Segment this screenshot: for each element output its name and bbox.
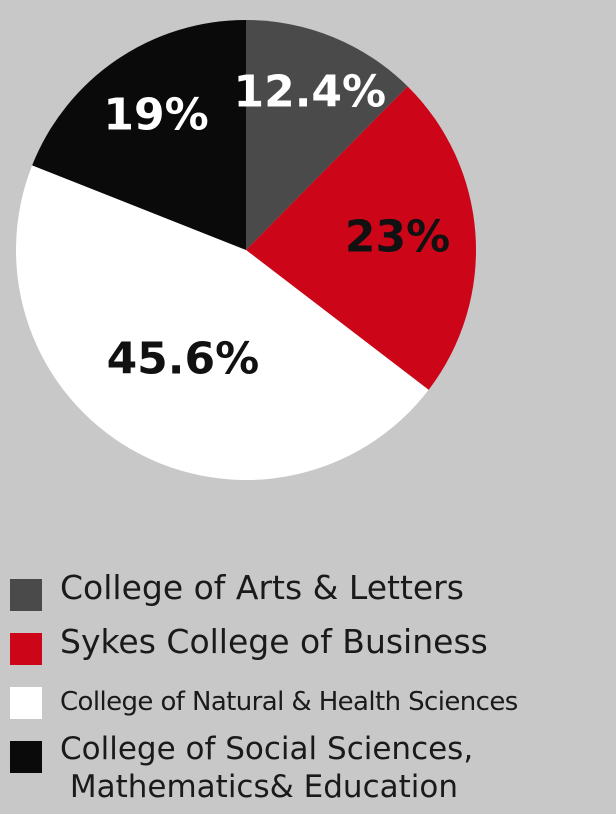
legend: College of Arts & Letters Sykes College …: [8, 568, 612, 805]
legend-label-social-sciences: College of Social Sciences, Mathematics&…: [60, 731, 474, 805]
pie-slice-social-sciences: [32, 20, 247, 250]
pie-slice-natural-health: [15, 165, 429, 481]
legend-swatch-social-sciences: [10, 741, 42, 773]
pie-data-labels: 12.4% 23% 45.6% 19%: [103, 67, 450, 385]
legend-label-arts-letters: College of Arts & Letters: [60, 568, 464, 607]
legend-item-arts-letters: College of Arts & Letters: [8, 568, 612, 622]
data-label-arts-letters: 12.4%: [233, 67, 386, 118]
legend-swatch-business: [10, 633, 42, 665]
legend-swatch-natural-health: [10, 687, 42, 719]
legend-item-business: Sykes College of Business: [8, 622, 612, 676]
pie-slices: [15, 20, 476, 481]
pie-chart: 12.4% 23% 45.6% 19%: [15, 20, 476, 481]
data-label-social-sciences: 19%: [103, 90, 208, 141]
pie-slice-arts-letters: [246, 20, 408, 250]
pie-slice-business: [246, 86, 476, 390]
legend-label-natural-health: College of Natural & Health Sciences: [60, 687, 518, 717]
legend-label-business: Sykes College of Business: [60, 622, 488, 661]
data-label-business: 23%: [345, 212, 450, 263]
data-label-natural-health: 45.6%: [107, 333, 260, 384]
legend-item-social-sciences: College of Social Sciences, Mathematics&…: [8, 730, 612, 805]
legend-item-natural-health: College of Natural & Health Sciences: [8, 676, 612, 730]
legend-swatch-arts-letters: [10, 579, 42, 611]
